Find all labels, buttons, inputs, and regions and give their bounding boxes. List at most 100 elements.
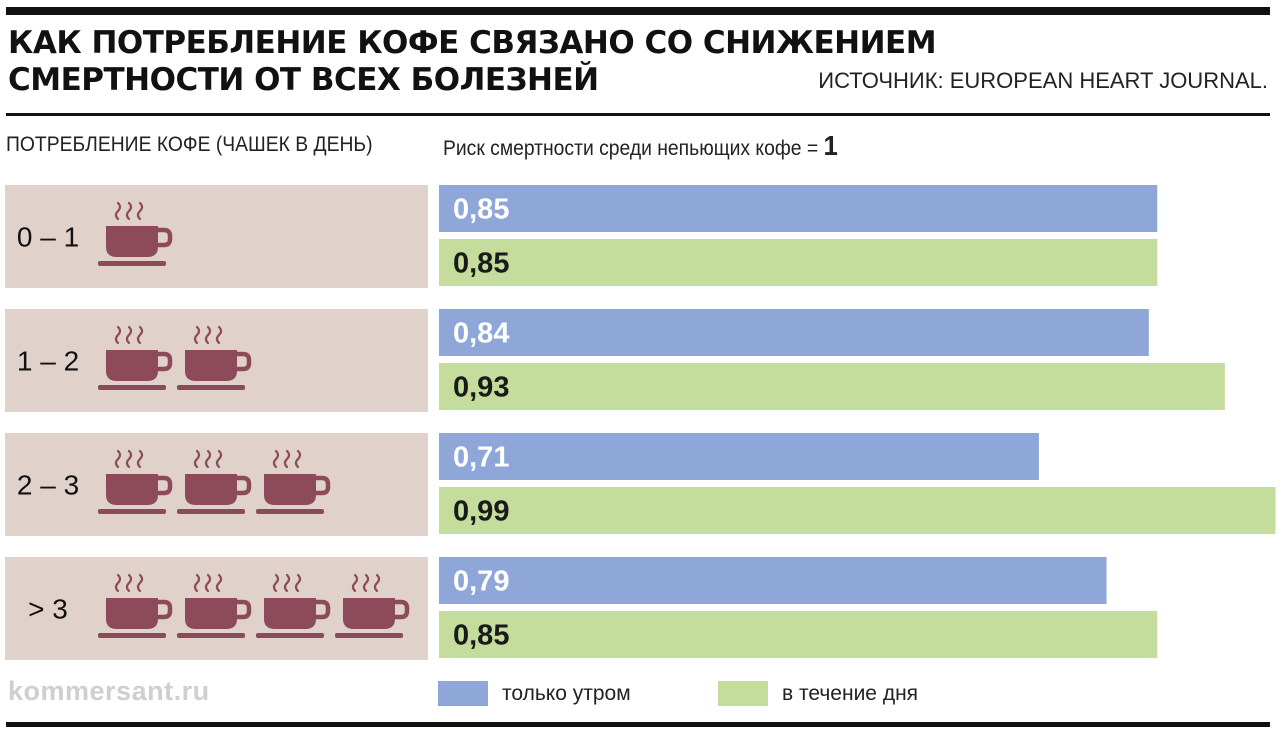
category-group: 2 – 3 0,71 0,99 <box>5 433 1276 536</box>
risk-baseline-value: 1 <box>823 130 838 161</box>
cup-body-icon <box>106 474 158 505</box>
bar-morning <box>439 433 1039 480</box>
coffee-cup-icon <box>177 325 252 390</box>
steam-icon <box>215 449 223 469</box>
cup-body-icon <box>264 598 316 629</box>
bar-morning <box>439 185 1158 232</box>
steam-icon <box>283 573 291 593</box>
steam-icon <box>204 573 212 593</box>
brand-watermark: kommersant.ru <box>8 676 210 706</box>
saucer-icon <box>177 385 245 390</box>
risk-column-header: Риск смертности среди непьющих кофе = 1 <box>443 130 838 162</box>
bar-day <box>439 239 1158 286</box>
cup-body-icon <box>106 598 158 629</box>
saucer-icon <box>98 261 166 266</box>
bar-value-label: 0,93 <box>453 372 509 404</box>
category-label: 0 – 1 <box>17 222 79 253</box>
title-line-2: СМЕРТНОСТИ ОТ ВСЕХ БОЛЕЗНЕЙ <box>8 62 599 98</box>
cup-handle-icon <box>237 599 252 620</box>
cup-body-icon <box>264 474 316 505</box>
category-group: 0 – 1 0,85 0,85 <box>5 185 1158 288</box>
cup-handle-icon <box>316 475 331 496</box>
cup-body-icon <box>106 350 158 381</box>
bar-value-label: 0,85 <box>453 194 509 226</box>
bar-value-label: 0,85 <box>453 620 509 652</box>
coffee-cup-icon <box>256 573 331 638</box>
cup-body-icon <box>185 598 237 629</box>
legend-item-day: в течение дня <box>718 681 918 706</box>
title-line-1: КАК ПОТРЕБЛЕНИЕ КОФЕ СВЯЗАНО СО СНИЖЕНИЕ… <box>8 25 937 61</box>
category-label: 2 – 3 <box>17 470 79 501</box>
cup-handle-icon <box>237 475 252 496</box>
steam-icon <box>215 573 223 593</box>
legend-swatch-day <box>718 681 768 706</box>
saucer-icon <box>177 633 245 638</box>
bar-value-label: 0,79 <box>453 566 509 598</box>
category-label: 1 – 2 <box>17 346 79 377</box>
category-label: > 3 <box>28 594 68 625</box>
coffee-cup-icon <box>98 201 173 266</box>
saucer-icon <box>335 633 403 638</box>
cup-handle-icon <box>158 227 173 248</box>
steam-icon <box>136 201 144 221</box>
steam-icon <box>283 449 291 469</box>
category-group: > 3 0,79 0,85 <box>5 557 1158 660</box>
saucer-icon <box>98 633 166 638</box>
bar-value-label: 0,99 <box>453 496 509 528</box>
bar-day <box>439 363 1225 410</box>
cup-handle-icon <box>158 475 173 496</box>
cup-body-icon <box>343 598 395 629</box>
steam-icon <box>193 573 201 593</box>
cup-handle-icon <box>237 351 252 372</box>
bottom-rule <box>6 722 1270 727</box>
steam-icon <box>294 449 302 469</box>
cup-handle-icon <box>158 599 173 620</box>
steam-icon <box>362 573 370 593</box>
category-panel <box>5 185 428 288</box>
risk-header-text: Риск смертности среди непьющих кофе = <box>443 137 824 160</box>
steam-icon <box>114 201 122 221</box>
source-note: ИСТОЧНИК: EUROPEAN HEART JOURNAL. <box>818 68 1268 93</box>
chart-title: КАК ПОТРЕБЛЕНИЕ КОФЕ СВЯЗАНО СО СНИЖЕНИЕ… <box>8 25 937 99</box>
cup-handle-icon <box>158 351 173 372</box>
steam-icon <box>204 449 212 469</box>
saucer-icon <box>177 509 245 514</box>
legend-label-morning: только утром <box>502 681 631 705</box>
coffee-cup-icon <box>256 449 331 514</box>
header-rule <box>6 113 1270 116</box>
top-rule <box>6 7 1270 15</box>
coffee-cup-icon <box>335 573 410 638</box>
bar-day <box>439 611 1158 658</box>
steam-icon <box>204 325 212 345</box>
steam-icon <box>272 449 280 469</box>
bar-morning <box>439 309 1149 356</box>
steam-icon <box>114 449 122 469</box>
legend-swatch-morning <box>438 681 488 706</box>
coffee-cup-icon <box>177 573 252 638</box>
steam-icon <box>125 325 133 345</box>
legend-label-day: в течение дня <box>782 681 919 705</box>
steam-icon <box>193 449 201 469</box>
steam-icon <box>294 573 302 593</box>
legend-item-morning: только утром <box>438 681 631 706</box>
steam-icon <box>136 325 144 345</box>
steam-icon <box>215 325 223 345</box>
bar-value-label: 0,85 <box>453 248 509 280</box>
cup-body-icon <box>185 474 237 505</box>
cup-body-icon <box>185 350 237 381</box>
cup-body-icon <box>106 226 158 257</box>
steam-icon <box>125 449 133 469</box>
coffee-cup-icon <box>98 449 173 514</box>
steam-icon <box>125 201 133 221</box>
bar-value-label: 0,84 <box>453 318 509 350</box>
bar-day <box>439 487 1276 534</box>
coffee-cup-icon <box>98 325 173 390</box>
bar-morning <box>439 557 1107 604</box>
saucer-icon <box>98 385 166 390</box>
steam-icon <box>272 573 280 593</box>
coffee-cup-icon <box>177 449 252 514</box>
steam-icon <box>114 325 122 345</box>
steam-icon <box>193 325 201 345</box>
steam-icon <box>373 573 381 593</box>
